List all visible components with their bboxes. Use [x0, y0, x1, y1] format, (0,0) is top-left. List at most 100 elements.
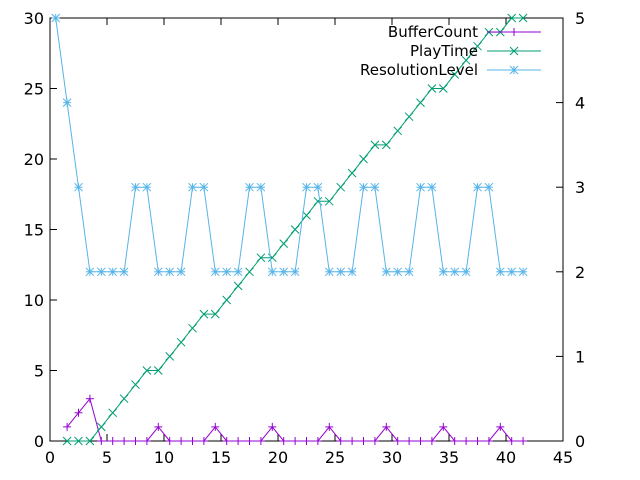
- x-tick-label: 20: [268, 448, 288, 467]
- data-point-stroke: [438, 84, 448, 93]
- data-point: [416, 437, 425, 445]
- data-point: [153, 267, 163, 277]
- data-point-stroke: [108, 267, 118, 277]
- data-point: [336, 182, 346, 192]
- data-point-stroke: [267, 267, 277, 277]
- data-point: [165, 437, 174, 445]
- data-point: [62, 436, 72, 446]
- data-point: [324, 196, 334, 206]
- data-point: [438, 84, 448, 93]
- data-point: [279, 267, 289, 277]
- data-point-stroke: [119, 394, 129, 404]
- y-right-tick-label: 4: [575, 94, 585, 113]
- data-point: [359, 182, 368, 192]
- data-point: [381, 267, 391, 277]
- y-left-tick-label: 10: [24, 291, 44, 310]
- data-point-stroke: [359, 182, 368, 192]
- data-point-stroke: [62, 98, 72, 107]
- data-point: [97, 437, 106, 445]
- data-point: [279, 437, 288, 445]
- data-point: [176, 267, 186, 277]
- series-ResolutionLevel: [51, 13, 528, 277]
- data-point-stroke: [188, 182, 197, 192]
- data-point: [108, 267, 118, 277]
- data-point-stroke: [507, 13, 517, 23]
- x-tick-label: 15: [211, 448, 231, 467]
- data-point-stroke: [427, 84, 437, 93]
- data-point-stroke: [393, 126, 403, 136]
- y-left-tick-label: 25: [24, 80, 44, 99]
- data-point: [256, 437, 265, 445]
- data-point-stroke: [302, 211, 311, 220]
- data-point: [119, 394, 129, 404]
- data-point-stroke: [347, 267, 357, 277]
- data-point-stroke: [188, 323, 197, 333]
- data-point: [461, 267, 471, 277]
- data-point: [142, 366, 152, 375]
- data-point-stroke: [279, 267, 289, 277]
- data-point-stroke: [51, 13, 61, 23]
- data-point-stroke: [393, 267, 403, 277]
- data-point: [74, 408, 83, 417]
- data-point: [188, 182, 197, 192]
- data-point-stroke: [256, 182, 266, 192]
- data-point: [290, 225, 300, 234]
- data-point-stroke: [279, 239, 289, 248]
- data-point-stroke: [131, 380, 140, 389]
- data-point-stroke: [96, 267, 106, 277]
- y-left-tick-label: 15: [24, 221, 44, 240]
- data-point: [153, 366, 163, 375]
- x-tick-label: 5: [102, 448, 112, 467]
- data-point: [142, 437, 151, 445]
- data-point: [233, 281, 243, 291]
- data-point: [131, 437, 140, 445]
- data-point-stroke: [461, 267, 471, 277]
- y-left-tick-label: 30: [24, 9, 44, 28]
- data-point: [165, 267, 175, 277]
- data-point-stroke: [381, 267, 391, 277]
- data-point-stroke: [461, 55, 471, 65]
- data-point: [427, 437, 436, 445]
- data-point: [370, 437, 379, 445]
- series-BufferCount: [63, 394, 528, 445]
- data-point: [518, 267, 528, 277]
- data-point-stroke: [324, 196, 334, 206]
- y-right-tick-label: 1: [575, 347, 585, 366]
- data-point: [507, 267, 517, 277]
- data-point: [188, 437, 197, 445]
- data-point-stroke: [416, 182, 425, 192]
- data-point-stroke: [62, 436, 72, 446]
- data-point: [302, 211, 311, 220]
- data-point-stroke: [153, 366, 163, 375]
- data-point-stroke: [119, 267, 129, 277]
- data-point: [245, 437, 254, 445]
- data-point: [245, 267, 254, 277]
- data-point: [359, 154, 368, 164]
- legend-label: ResolutionLevel: [360, 61, 478, 79]
- data-point: [427, 84, 437, 93]
- data-point-stroke: [74, 436, 83, 446]
- data-point: [188, 323, 197, 333]
- data-point-stroke: [495, 267, 505, 277]
- data-point: [381, 140, 391, 150]
- x-tick-label: 10: [154, 448, 174, 467]
- data-point-stroke: [450, 267, 460, 277]
- data-point-stroke: [210, 309, 220, 319]
- x-tick-label: 25: [325, 448, 345, 467]
- data-point-stroke: [324, 267, 334, 277]
- data-point-stroke: [438, 267, 448, 277]
- data-point: [108, 437, 117, 445]
- data-point-stroke: [473, 41, 482, 51]
- data-point: [495, 267, 505, 277]
- data-point-stroke: [222, 267, 232, 277]
- data-point: [256, 253, 266, 263]
- x-tick-label: 35: [439, 448, 459, 467]
- data-point: [404, 267, 414, 277]
- data-point: [302, 182, 311, 192]
- data-point-stroke: [507, 267, 517, 277]
- data-point-stroke: [336, 267, 346, 277]
- data-point: [393, 126, 403, 136]
- data-point-stroke: [302, 182, 311, 192]
